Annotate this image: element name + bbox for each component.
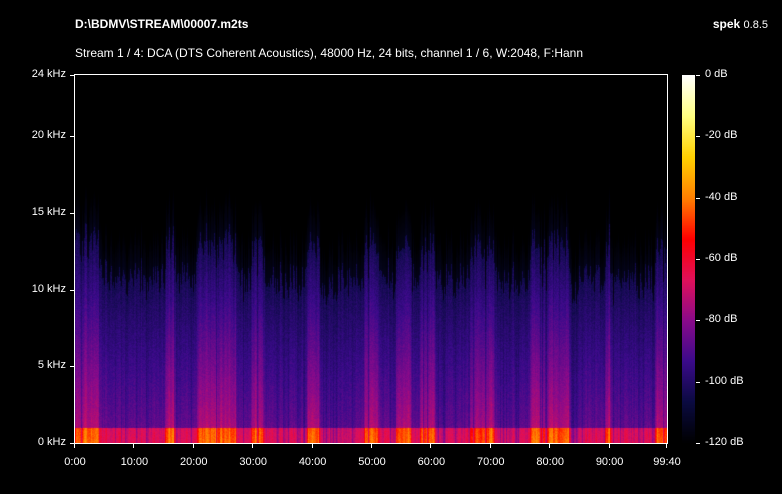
x-tick	[371, 443, 372, 448]
x-tick	[133, 443, 134, 448]
x-tick-label: 50:00	[358, 456, 386, 468]
color-tick-label: -40 dB	[705, 190, 738, 203]
x-tick-label: 90:00	[595, 456, 624, 468]
x-tick	[490, 443, 491, 448]
app-version: 0.8.5	[743, 19, 768, 31]
y-tick	[70, 366, 75, 367]
color-tick	[696, 198, 700, 199]
color-tick	[696, 382, 700, 383]
color-tick-label: -120 dB	[705, 436, 744, 448]
y-tick-label: 0 kHz	[37, 436, 66, 448]
x-tick-label: 99:40	[653, 456, 681, 468]
x-tick	[74, 443, 75, 448]
spectrogram	[75, 75, 667, 443]
x-tick	[193, 443, 194, 448]
app-name-label: spek	[712, 17, 741, 31]
x-tick-label: 0:00	[64, 456, 86, 468]
x-tick	[549, 443, 550, 448]
color-tick-label: -80 dB	[705, 313, 738, 326]
color-tick-label: -20 dB	[705, 129, 738, 142]
y-tick	[70, 75, 75, 76]
y-tick-label: 15 kHz	[31, 206, 66, 218]
y-tick	[70, 213, 75, 214]
x-tick-label: 60:00	[417, 456, 446, 468]
x-tick	[609, 443, 610, 448]
x-tick	[666, 443, 667, 448]
color-tick	[696, 136, 700, 137]
x-tick-label: 80:00	[536, 456, 564, 468]
y-tick-label: 5 kHz	[37, 359, 66, 372]
x-tick-label: 10:00	[120, 456, 149, 468]
color-tick-label: -100 dB	[705, 374, 744, 387]
stream-info: Stream 1 / 4: DCA (DTS Coherent Acoustic…	[75, 46, 584, 60]
x-tick-label: 40:00	[298, 456, 327, 468]
y-tick	[70, 136, 75, 137]
y-tick-label: 20 kHz	[31, 129, 66, 142]
y-tick	[70, 290, 75, 291]
x-tick-label: 20:00	[180, 456, 208, 468]
color-tick-label: 0 dB	[705, 68, 728, 80]
x-tick	[430, 443, 431, 448]
x-tick-label: 70:00	[477, 456, 505, 468]
color-scale-bar	[682, 75, 695, 443]
x-tick-label: 30:00	[239, 456, 267, 468]
file-title: D:\BDMV\STREAM\00007.m2ts	[75, 17, 249, 31]
y-tick-label: 24 kHz	[31, 68, 66, 80]
color-tick-label: -60 dB	[705, 252, 738, 264]
color-tick	[696, 259, 700, 260]
color-tick	[696, 443, 700, 444]
color-tick	[696, 320, 700, 321]
color-tick	[696, 75, 700, 76]
y-tick-label: 10 kHz	[31, 282, 66, 295]
app-name: spek 0.8.5	[713, 17, 768, 31]
x-tick	[312, 443, 313, 448]
y-tick	[70, 443, 75, 444]
x-tick	[252, 443, 253, 448]
